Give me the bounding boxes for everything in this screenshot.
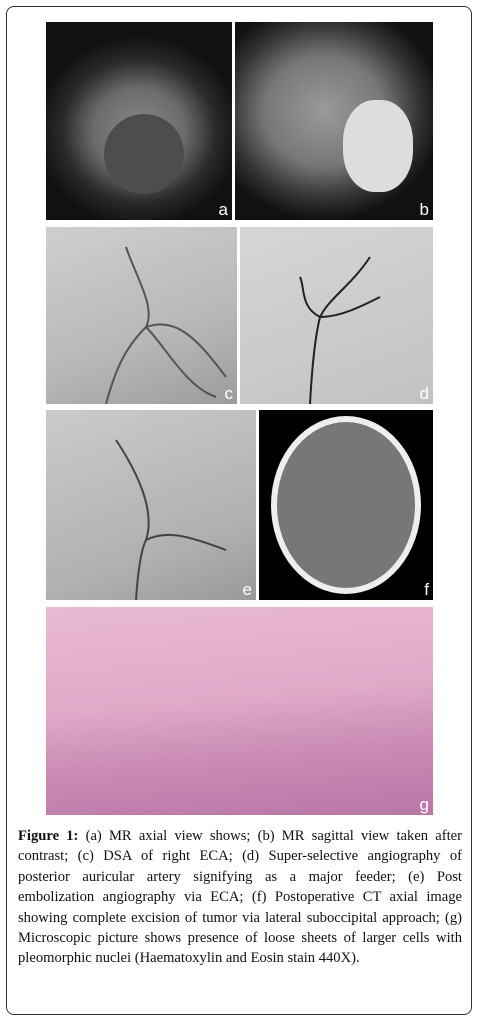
tumor-region <box>104 114 184 194</box>
postoperative-ct-image: f <box>259 410 433 600</box>
panel-label: f <box>424 580 429 599</box>
panel-label: a <box>218 200 228 219</box>
vessel-sketch <box>105 246 227 404</box>
vessel-sketch <box>299 256 381 404</box>
panel-label: d <box>419 384 429 403</box>
panel-label: e <box>242 580 252 599</box>
mr-axial-image: a <box>46 22 232 220</box>
enhancing-mass <box>343 100 413 192</box>
caption-text: (a) MR axial view shows; (b) MR sagittal… <box>18 828 462 967</box>
skull-outline <box>271 416 421 594</box>
figure-label: Figure 1: <box>18 828 79 844</box>
mr-sagittal-image: b <box>235 22 433 220</box>
vessel-sketch <box>115 439 227 600</box>
dsa-image: c <box>46 227 237 404</box>
panel-label: b <box>419 200 429 219</box>
superselective-angiography-image: d <box>240 227 433 404</box>
post-embolization-image: e <box>46 410 256 600</box>
figure-frame <box>6 6 472 1015</box>
histology-image: g <box>46 607 433 815</box>
figure-caption: Figure 1: (a) MR axial view shows; (b) M… <box>18 826 462 969</box>
panel-label: c <box>224 384 234 403</box>
panel-label: g <box>419 795 429 814</box>
